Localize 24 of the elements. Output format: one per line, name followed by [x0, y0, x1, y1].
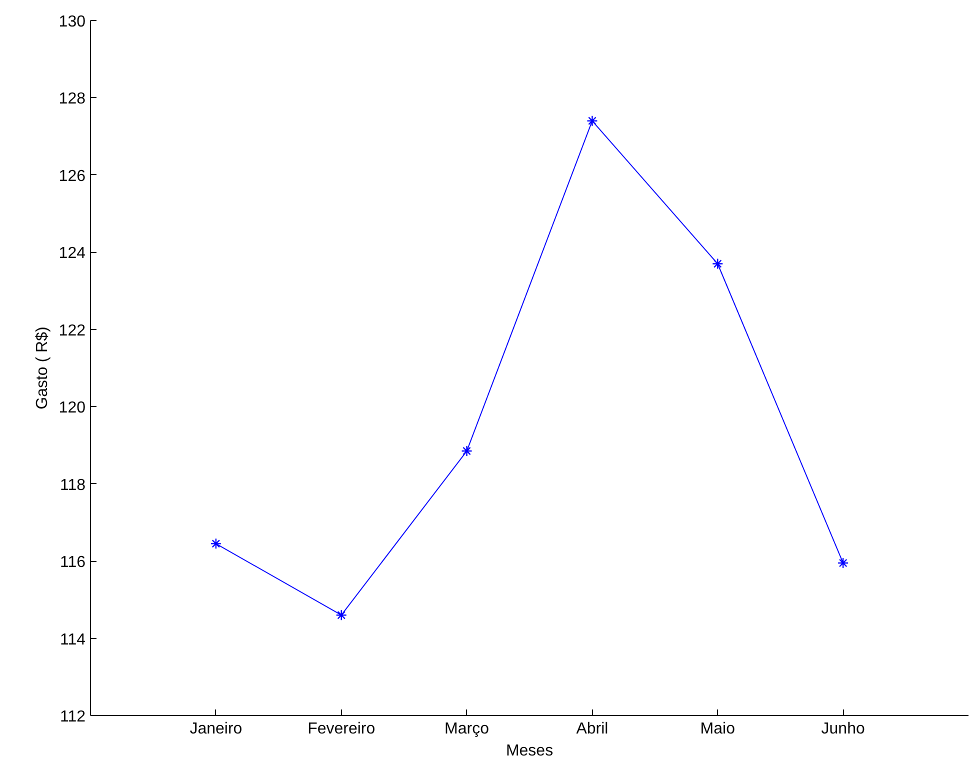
y-tick-label: 128 [58, 90, 86, 108]
x-tick-label: Abril [576, 720, 608, 738]
y-tick-label: 114 [60, 631, 86, 648]
y-tick-label: 112 [60, 708, 86, 726]
y-tick-label: 122 [58, 322, 86, 340]
x-tick-label: Março [444, 720, 490, 738]
y-tick-label: 124 [58, 245, 86, 262]
point [837, 557, 849, 569]
point [210, 538, 222, 550]
point [586, 115, 598, 126]
y-tick-label: 120 [58, 400, 86, 417]
x-tick-label: Janeiro [190, 720, 242, 738]
x-tick-label: Maio [700, 720, 736, 738]
x-tick-label: Junho [821, 720, 865, 738]
point [712, 258, 724, 270]
y-tick-label: 130 [58, 14, 86, 30]
x-tick-label: Fevereiro [308, 720, 376, 738]
point [461, 445, 472, 457]
y-axis-title: Gasto ( R$) [34, 326, 51, 410]
y-tick-label: 118 [60, 476, 86, 494]
point [336, 610, 347, 621]
y-tick-label: 116 [60, 554, 86, 572]
x-axis-title: Meses [506, 742, 554, 760]
y-tick-label: 126 [58, 168, 86, 185]
